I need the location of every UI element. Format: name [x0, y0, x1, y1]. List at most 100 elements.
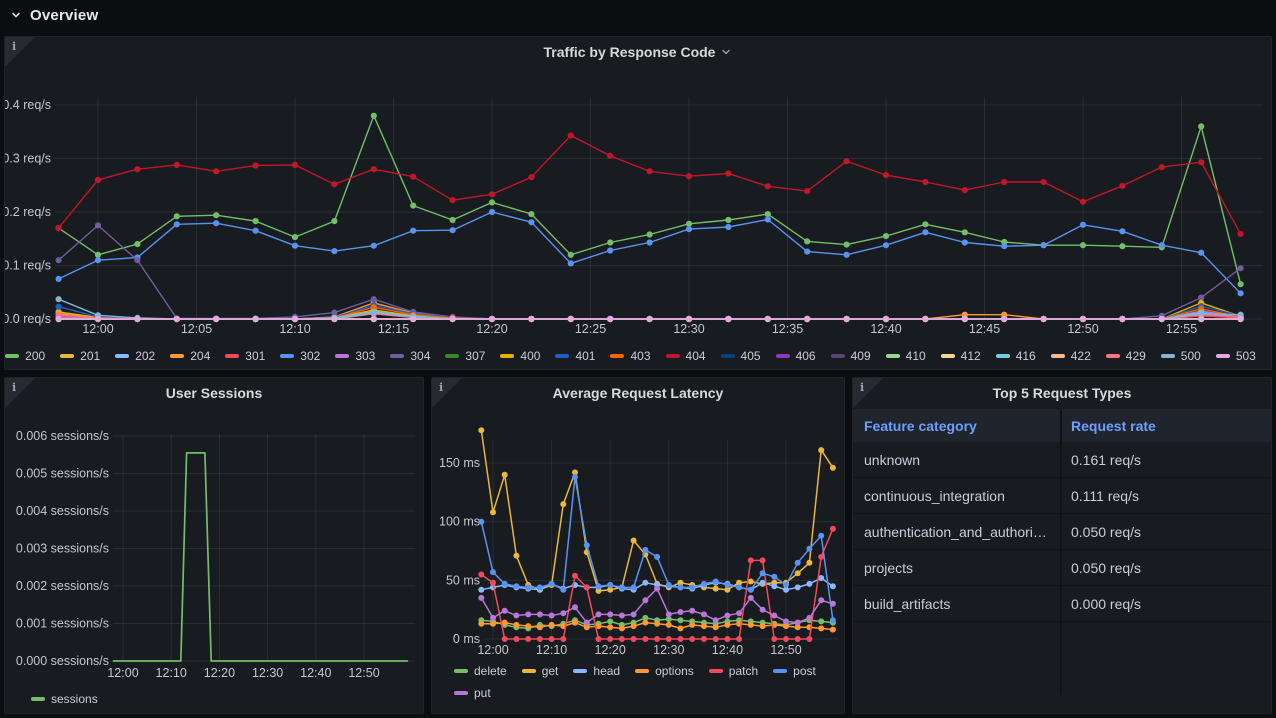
- panel-menu-chevron-icon[interactable]: [720, 46, 732, 58]
- data-point-404: [528, 174, 535, 181]
- legend-item-412[interactable]: 412: [940, 349, 981, 363]
- traffic-chart[interactable]: 0.0 req/s 0.1 req/s 0.2 req/s 0.3 req/s 0.4 …: [5, 67, 1272, 343]
- legend-item-410[interactable]: 410: [885, 349, 926, 363]
- panel-title-latency[interactable]: Average Request Latency: [552, 385, 724, 401]
- x-axis-label: 12:15: [378, 322, 409, 336]
- table-row[interactable]: authentication_and_authori… 0.050 req/s: [853, 514, 1271, 550]
- data-point-500: [370, 309, 377, 316]
- panel-title-top5[interactable]: Top 5 Request Types: [992, 385, 1132, 401]
- data-point-patch: [736, 636, 743, 642]
- legend-item-303[interactable]: 303: [335, 349, 375, 363]
- legend-item-429[interactable]: 429: [1105, 349, 1146, 363]
- legend-item-202[interactable]: 202: [115, 349, 155, 363]
- legend-swatch-icon: [1105, 354, 1120, 358]
- x-axis-label: 12:50: [770, 643, 801, 657]
- legend-item-put[interactable]: put: [454, 686, 491, 700]
- legend-item-401[interactable]: 401: [555, 349, 595, 363]
- legend-item-302[interactable]: 302: [280, 349, 320, 363]
- latency-chart[interactable]: 0 ms 50 ms 100 ms 150 ms 12:00 12:10 12:20 12:3…: [432, 408, 844, 660]
- legend-label: 204: [190, 349, 211, 363]
- legend-item-500[interactable]: 500: [1160, 349, 1201, 363]
- legend-item-403[interactable]: 403: [610, 349, 651, 363]
- legend-item-get[interactable]: get: [521, 664, 558, 678]
- legend-label: post: [793, 664, 816, 678]
- legend-swatch-icon: [773, 669, 788, 673]
- legend-swatch-icon: [390, 354, 405, 358]
- panel-title-traffic[interactable]: Traffic by Response Code: [5, 37, 1271, 67]
- data-point-patch: [829, 525, 836, 532]
- data-point-500: [55, 296, 62, 303]
- legend-item-201[interactable]: 201: [60, 349, 100, 363]
- legend-item-409[interactable]: 409: [830, 349, 871, 363]
- chevron-down-icon[interactable]: [9, 8, 23, 22]
- series-get: [480, 429, 834, 592]
- panel-title-sessions[interactable]: User Sessions: [165, 385, 263, 401]
- section-header-overview[interactable]: Overview: [0, 0, 1276, 30]
- legend-item-204[interactable]: 204: [170, 349, 210, 363]
- legend-label: 303: [355, 349, 376, 363]
- legend-item-options[interactable]: options: [635, 664, 694, 678]
- sessions-chart[interactable]: 0.000 sessions/s 0.001 sessions/s 0.002 se…: [5, 408, 423, 688]
- data-point-options: [747, 621, 754, 628]
- legend-item-post[interactable]: post: [773, 664, 816, 678]
- legend-item-416[interactable]: 416: [995, 349, 1036, 363]
- data-point-get: [513, 552, 520, 559]
- legend-swatch-icon: [830, 354, 845, 358]
- table-header-feature-category[interactable]: Feature category: [864, 417, 977, 434]
- legend-swatch-icon: [635, 669, 650, 673]
- y-axis-label: 0.4 req/s: [5, 98, 51, 112]
- data-point-200: [804, 238, 811, 245]
- data-point-head: [818, 575, 825, 581]
- data-point-post: [701, 580, 707, 587]
- legend-item-sessions[interactable]: sessions: [31, 692, 98, 706]
- legend-item-304[interactable]: 304: [390, 349, 430, 363]
- legend-label: 400: [520, 349, 541, 363]
- data-point-post: [642, 546, 649, 553]
- x-axis-label: 12:25: [575, 322, 606, 336]
- legend-item-400[interactable]: 400: [500, 349, 540, 363]
- data-point-302: [646, 239, 653, 246]
- legend-swatch-icon: [115, 354, 130, 358]
- legend-label: 302: [300, 349, 321, 363]
- y-axis-label: 0.006 sessions/s: [16, 429, 109, 443]
- data-point-patch: [794, 636, 801, 642]
- legend-label: 404: [685, 349, 706, 363]
- table-row[interactable]: build_artifacts 0.000 req/s: [853, 586, 1271, 622]
- legend-item-head[interactable]: head: [573, 664, 620, 678]
- legend-item-patch[interactable]: patch: [708, 664, 758, 678]
- panel-traffic-by-response-code: i Traffic by Response Code 0.0 req/s 0.1 …: [4, 36, 1272, 370]
- legend-item-422[interactable]: 422: [1050, 349, 1091, 363]
- legend-item-406[interactable]: 406: [775, 349, 816, 363]
- data-point-head: [806, 580, 813, 587]
- data-point-options: [818, 625, 825, 632]
- data-point-post: [536, 584, 543, 591]
- data-point-post: [630, 584, 637, 591]
- data-point-put: [794, 619, 801, 626]
- table-row[interactable]: unknown 0.161 req/s: [853, 442, 1271, 478]
- data-point-get: [736, 579, 743, 586]
- legend-label: 503: [1235, 349, 1256, 363]
- legend-item-307[interactable]: 307: [445, 349, 485, 363]
- legend-item-200[interactable]: 200: [5, 349, 45, 363]
- data-point-404: [961, 187, 968, 194]
- table-header-request-rate[interactable]: Request rate: [1071, 417, 1156, 434]
- data-point-200: [449, 216, 456, 224]
- legend-item-delete[interactable]: delete: [454, 664, 507, 678]
- data-point-404: [764, 183, 771, 190]
- legend-item-301[interactable]: 301: [225, 349, 265, 363]
- data-point-200: [725, 216, 732, 224]
- y-axis-label: 0.0 req/s: [5, 312, 51, 326]
- y-axis-label: 0.002 sessions/s: [16, 579, 109, 593]
- data-point-503: [725, 315, 732, 323]
- data-point-304: [370, 296, 377, 303]
- table-row[interactable]: continuous_integration 0.111 req/s: [853, 478, 1271, 514]
- data-point-200: [173, 213, 180, 220]
- data-point-500: [1198, 310, 1205, 317]
- data-point-post: [806, 545, 813, 552]
- legend-item-404[interactable]: 404: [665, 349, 706, 363]
- legend-swatch-icon: [885, 354, 900, 358]
- legend-item-405[interactable]: 405: [720, 349, 761, 363]
- table-row[interactable]: projects 0.050 req/s: [853, 550, 1271, 586]
- legend-item-503[interactable]: 503: [1215, 349, 1256, 363]
